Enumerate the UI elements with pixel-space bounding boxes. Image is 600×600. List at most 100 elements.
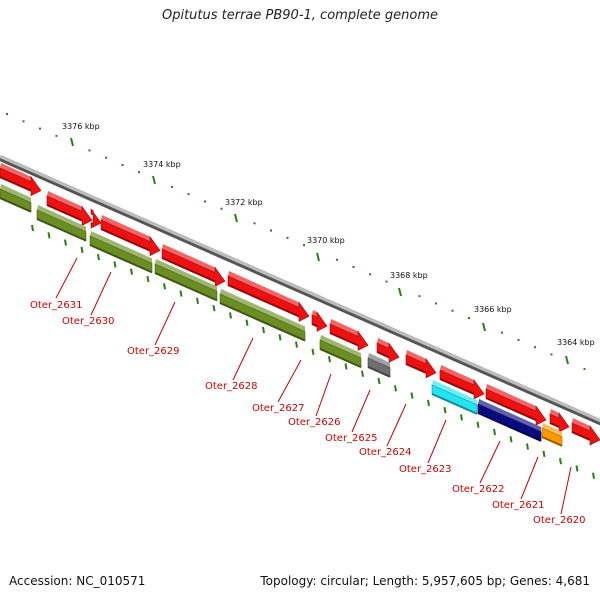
gene-2622-forward-top — [486, 384, 536, 412]
gene-2629-reverse-top — [155, 259, 217, 292]
map-title: Opitutus terrae PB90-1, complete genome — [161, 8, 439, 23]
gene-2623-feature-top — [432, 380, 477, 405]
major-tick-1 — [152, 175, 156, 185]
scale-label-3376: 3376 kbp — [62, 122, 100, 131]
gene-2630-forward-top — [101, 215, 150, 242]
minor-tick — [550, 353, 553, 356]
major-tick-0 — [70, 137, 74, 147]
major-tick-2 — [234, 213, 238, 223]
lower-tick — [163, 283, 166, 290]
leader-line-3 — [232, 337, 254, 381]
minor-tick — [303, 244, 305, 247]
gene-label-oter-2626[interactable]: Oter_2626 — [288, 417, 341, 428]
lower-tick — [559, 458, 562, 465]
minor-tick — [435, 302, 437, 305]
leader-line-5 — [315, 373, 332, 417]
lower-tick — [31, 224, 34, 232]
lower-tick — [262, 326, 265, 334]
gene-2631-reverse-top — [37, 205, 86, 232]
gene-2631-forward-top — [47, 191, 82, 212]
leader-line-11 — [560, 466, 572, 515]
genome-summary-text: Topology: circular; Length: 5,957,605 bp… — [260, 574, 590, 588]
leader-line-9 — [479, 440, 501, 484]
lower-tick — [493, 428, 496, 436]
minor-tick — [105, 156, 107, 159]
minor-tick — [517, 338, 520, 341]
minor-tick — [121, 164, 124, 167]
lower-tick — [509, 436, 513, 443]
leader-line-4 — [277, 359, 302, 403]
minor-tick — [385, 280, 388, 283]
gene-label-oter-2631[interactable]: Oter_2631 — [30, 300, 83, 311]
gene-label-oter-2623[interactable]: Oter_2623 — [399, 464, 452, 475]
major-tick-4 — [398, 287, 402, 297]
gene-2622-forward-edge — [485, 397, 537, 421]
gene-2625-forward-edge — [376, 351, 390, 359]
gene-label-oter-2620[interactable]: Oter_2620 — [533, 515, 586, 526]
major-tick-6 — [565, 355, 569, 365]
gene-features — [0, 163, 600, 447]
minor-tick — [534, 346, 536, 349]
backbone — [0, 155, 600, 426]
gene-label-oter-2628[interactable]: Oter_2628 — [205, 381, 258, 392]
lower-tick — [394, 385, 397, 392]
gene-2625-forward-top — [377, 338, 389, 349]
gene-2623-forward-top — [440, 365, 474, 386]
minor-tick — [451, 309, 454, 312]
gene-label-oter-2622[interactable]: Oter_2622 — [452, 484, 505, 495]
lower-tick — [179, 290, 183, 297]
lower-tick — [377, 377, 381, 385]
lower-tick — [130, 268, 133, 275]
minor-tick — [418, 295, 421, 298]
gene-2624-forward-top — [406, 350, 426, 364]
gene-2622-feature-edge — [477, 412, 542, 442]
major-tick-3 — [316, 252, 320, 262]
gene-2630-reverse-top — [90, 231, 152, 264]
lower-tick — [344, 363, 348, 370]
label-leaders — [55, 257, 572, 515]
minor-tick — [352, 266, 355, 269]
gene-2623-feature-edge — [431, 393, 478, 415]
gene-2626-forward-top — [330, 319, 358, 337]
minor-tick — [187, 193, 190, 196]
lower-tick — [245, 319, 249, 326]
lower-tick — [80, 246, 84, 254]
gene-2629-forward-top — [162, 244, 215, 273]
gene-2623-forward-edge — [439, 378, 475, 395]
minor-tick — [171, 185, 173, 188]
minor-tick — [138, 171, 140, 174]
gene-label-oter-2621[interactable]: Oter_2621 — [492, 500, 545, 511]
gene-label-oter-2627[interactable]: Oter_2627 — [252, 403, 305, 414]
minor-tick — [468, 317, 470, 320]
gene-2632-reverse-edge — [0, 197, 32, 213]
lower-tick — [575, 465, 579, 472]
gene-label-oter-2629[interactable]: Oter_2629 — [127, 346, 180, 357]
gene-2620-forward-top — [572, 418, 590, 431]
lower-tick — [410, 392, 414, 399]
leader-line-0 — [55, 257, 78, 299]
gene-2621-forward-top — [550, 409, 559, 418]
leader-line-7 — [386, 403, 407, 447]
gene-2632-forward-edge — [0, 176, 32, 192]
gene-2625-feature-edge — [367, 366, 391, 378]
lower-tick — [361, 370, 364, 377]
gene-label-oter-2625[interactable]: Oter_2625 — [325, 433, 378, 444]
gene-2621-feature-top — [542, 423, 562, 437]
minor-tick — [583, 368, 586, 371]
gene-2626-reverse-edge — [319, 348, 362, 369]
lower-tick — [196, 297, 199, 305]
gene-2629-reverse-edge — [154, 272, 218, 302]
lower-tick — [526, 443, 529, 450]
gene-2628-reverse-top — [220, 289, 305, 332]
gene-2629-forward-edge — [161, 257, 216, 283]
gene-label-oter-2624[interactable]: Oter_2624 — [359, 447, 412, 458]
scale-label-3372: 3372 kbp — [225, 198, 263, 207]
leader-line-1 — [90, 271, 112, 316]
minor-tick — [204, 200, 206, 203]
gene-labels: Oter_2631 Oter_2630 Oter_2629 Oter_2628 … — [30, 300, 586, 526]
minor-tick — [22, 120, 25, 123]
major-tick-5 — [482, 322, 486, 332]
gene-label-oter-2630[interactable]: Oter_2630 — [62, 316, 115, 327]
lower-tick — [460, 414, 463, 421]
gene-2624-forward-edge — [405, 363, 427, 374]
